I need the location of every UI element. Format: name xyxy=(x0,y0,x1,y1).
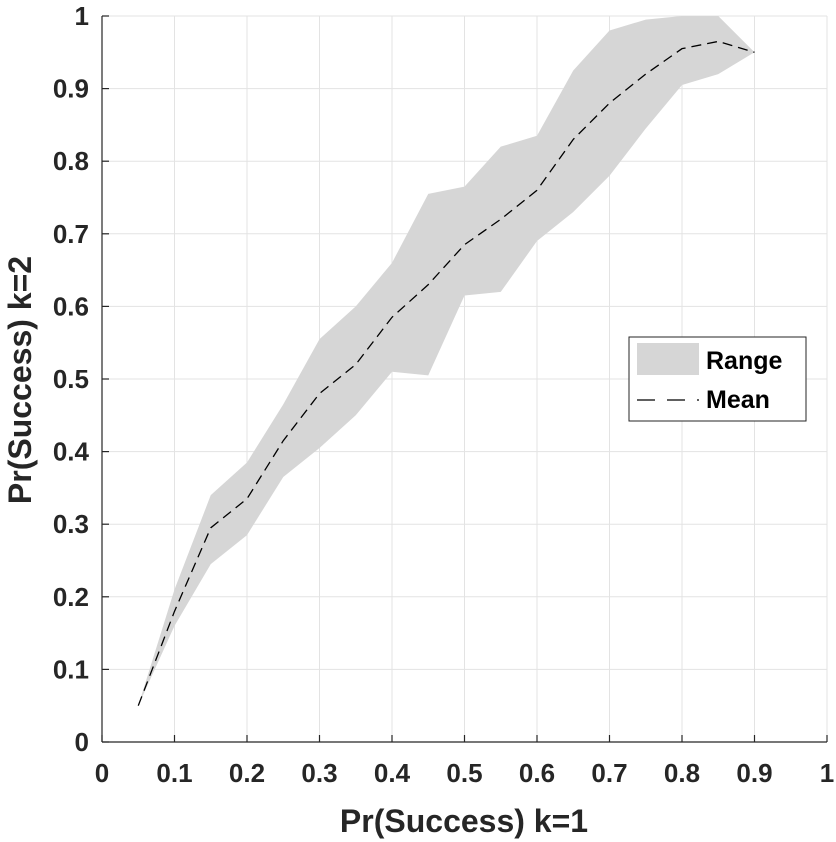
x-axis-label: Pr(Success) k=1 xyxy=(340,803,588,839)
y-tick-label: 0.7 xyxy=(53,219,89,249)
x-tick-label: 0.8 xyxy=(664,758,700,788)
y-tick-label: 0.8 xyxy=(53,146,89,176)
legend-mean-label: Mean xyxy=(706,386,770,414)
x-tick-label: 1 xyxy=(820,758,834,788)
y-tick-label: 0.6 xyxy=(53,291,89,321)
legend-range-swatch xyxy=(637,343,699,375)
legend: Range Mean xyxy=(628,336,807,422)
y-tick-label: 0.5 xyxy=(53,364,89,394)
y-tick-label: 0.9 xyxy=(53,74,89,104)
mean-line xyxy=(137,40,755,706)
y-tick-label: 1 xyxy=(75,1,89,31)
y-tick-label: 0.3 xyxy=(53,509,89,539)
mean-line-layer xyxy=(137,40,755,706)
y-axis-label: Pr(Success) k=2 xyxy=(2,256,38,504)
x-tick-label: 0.4 xyxy=(374,758,411,788)
legend-range-label: Range xyxy=(706,347,783,375)
y-tick-label: 0.1 xyxy=(53,654,89,684)
x-tick-label: 0.5 xyxy=(446,758,482,788)
axes xyxy=(101,15,828,743)
x-tick-label: 0.6 xyxy=(519,758,555,788)
y-tick-label: 0 xyxy=(75,727,89,757)
x-tick-label: 0.9 xyxy=(736,758,772,788)
y-tick-labels: 0 0.1 0.2 0.3 0.4 0.5 0.6 0.7 0.8 0.9 1 xyxy=(53,1,90,757)
x-tick-label: 0.2 xyxy=(229,758,265,788)
x-tick-label: 0.3 xyxy=(301,758,337,788)
y-tick-label: 0.4 xyxy=(53,437,90,467)
x-tick-label: 0 xyxy=(95,758,109,788)
x-tick-label: 0.7 xyxy=(591,758,627,788)
y-tick-label: 0.2 xyxy=(53,582,89,612)
x-tick-label: 0.1 xyxy=(156,758,192,788)
x-tick-labels: 0 0.1 0.2 0.3 0.4 0.5 0.6 0.7 0.8 0.9 1 xyxy=(95,758,834,788)
